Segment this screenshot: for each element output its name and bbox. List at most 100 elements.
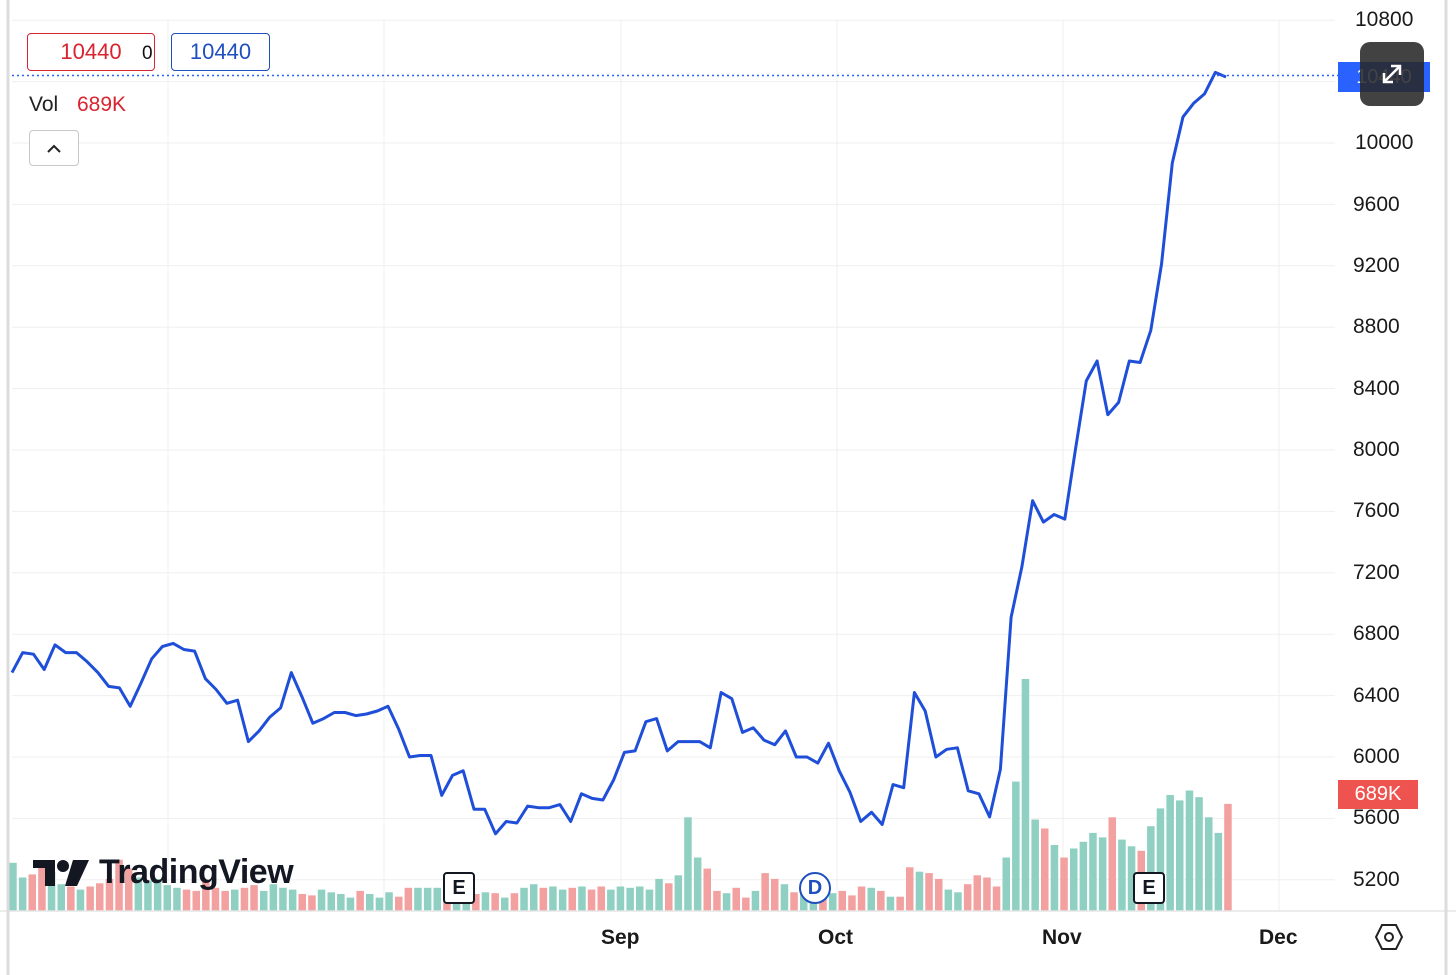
volume-bar	[279, 887, 287, 911]
volume-bar	[182, 889, 191, 911]
volume-bar	[819, 897, 827, 911]
volume-bar	[539, 887, 548, 911]
volume-bar	[1205, 817, 1213, 911]
volume-bar	[1176, 800, 1184, 911]
volume-bar	[337, 894, 345, 911]
volume-bar	[366, 894, 374, 911]
price-line-layer	[10, 70, 1340, 836]
volume-bar	[1089, 832, 1097, 911]
volume-bar	[944, 889, 953, 911]
volume-bar	[1031, 819, 1039, 911]
volume-bar	[732, 887, 740, 911]
collapse-legend-button[interactable]	[29, 130, 79, 166]
volume-bar	[703, 868, 711, 911]
earnings-event-badge[interactable]: E	[443, 872, 475, 904]
volume-bar	[925, 873, 933, 911]
volume-bar	[28, 874, 36, 911]
volume-bar	[722, 893, 731, 911]
price-axis-label: 9600	[1353, 193, 1400, 216]
earnings-event-badge[interactable]: E	[1133, 872, 1165, 904]
volume-bar	[1195, 797, 1203, 911]
volume-bar	[1118, 839, 1126, 911]
volume-bar	[96, 883, 104, 911]
volume-bar	[1185, 790, 1194, 911]
volume-bar	[578, 886, 586, 911]
volume-bar	[1021, 679, 1030, 911]
price-axis-label: 6400	[1353, 684, 1400, 707]
volume-bar	[626, 887, 634, 911]
volume-bar	[1070, 848, 1078, 911]
price-line	[10, 70, 1227, 836]
volume-bar	[18, 877, 27, 911]
last-volume-tag: 689K	[1338, 780, 1418, 809]
volume-bar	[857, 886, 866, 911]
chevron-up-icon	[47, 144, 61, 153]
volume-bar	[1050, 845, 1059, 911]
volume-bar	[828, 893, 837, 911]
volume-bar	[607, 889, 615, 911]
volume-bar	[240, 887, 249, 911]
volume-bar	[780, 884, 789, 911]
volume-bar	[1041, 828, 1049, 911]
volume-bar	[404, 887, 413, 911]
tradingview-mark-icon	[33, 859, 89, 886]
volume-bar	[1156, 808, 1165, 911]
volume-bar	[375, 897, 384, 911]
volume-bar	[867, 887, 875, 911]
volume-bar	[761, 873, 769, 911]
tradingview-wordmark: TradingView	[99, 853, 294, 891]
volume-bar	[153, 878, 162, 911]
dividend-event-badge[interactable]: D	[799, 872, 831, 904]
volume-bar	[47, 871, 56, 911]
price-axis-label: 8400	[1353, 377, 1400, 400]
volume-bar	[915, 871, 924, 911]
open-price-box: 10440	[27, 33, 155, 71]
volume-bar	[1108, 817, 1116, 911]
volume-bar	[423, 887, 432, 911]
volume-bar	[800, 893, 808, 911]
volume-bar	[250, 885, 258, 911]
settings-button[interactable]	[1374, 922, 1404, 952]
price-change: 0	[142, 43, 153, 64]
volume-bar	[134, 877, 143, 911]
volume-bar	[1127, 846, 1136, 911]
volume-bar	[935, 878, 943, 911]
time-axis-label: Oct	[818, 926, 854, 949]
volume-bar	[491, 893, 499, 911]
volume-bar	[790, 892, 798, 911]
volume-bar	[481, 892, 490, 911]
volume-bar	[9, 862, 17, 911]
fullscreen-button[interactable]	[1360, 42, 1424, 106]
volume-bar	[269, 884, 278, 911]
price-axis-label: 10800	[1355, 8, 1414, 31]
time-axis-label: Dec	[1259, 926, 1298, 949]
hexagon-gear-icon	[1374, 924, 1404, 950]
volume-bar	[144, 880, 152, 911]
volume-bar	[983, 877, 991, 911]
price-axis-label: 9200	[1353, 254, 1400, 277]
volume-bar	[684, 817, 692, 911]
volume-bar	[886, 896, 895, 911]
volume-bar	[1147, 826, 1155, 911]
volume-bar	[395, 896, 403, 911]
volume-bar	[327, 892, 335, 911]
volume-bar	[202, 882, 210, 911]
tradingview-logo: TradingView	[33, 853, 294, 892]
volume-bar	[549, 886, 557, 911]
volume-bar	[346, 897, 355, 911]
volume-bar	[385, 892, 393, 911]
volume-bar	[558, 889, 567, 911]
price-axis-label: 8000	[1353, 438, 1400, 461]
volume-bar	[76, 889, 85, 911]
volume-bar	[597, 886, 605, 911]
volume-bar	[906, 867, 914, 911]
volume-bar	[1224, 803, 1232, 911]
volume-bar	[163, 885, 171, 911]
volume-bar	[520, 887, 528, 911]
volume-bar	[742, 897, 750, 911]
time-axis-label: Sep	[601, 926, 640, 949]
volume-bar	[173, 887, 181, 911]
volume-bar	[665, 883, 673, 911]
volume-bar	[211, 887, 220, 911]
